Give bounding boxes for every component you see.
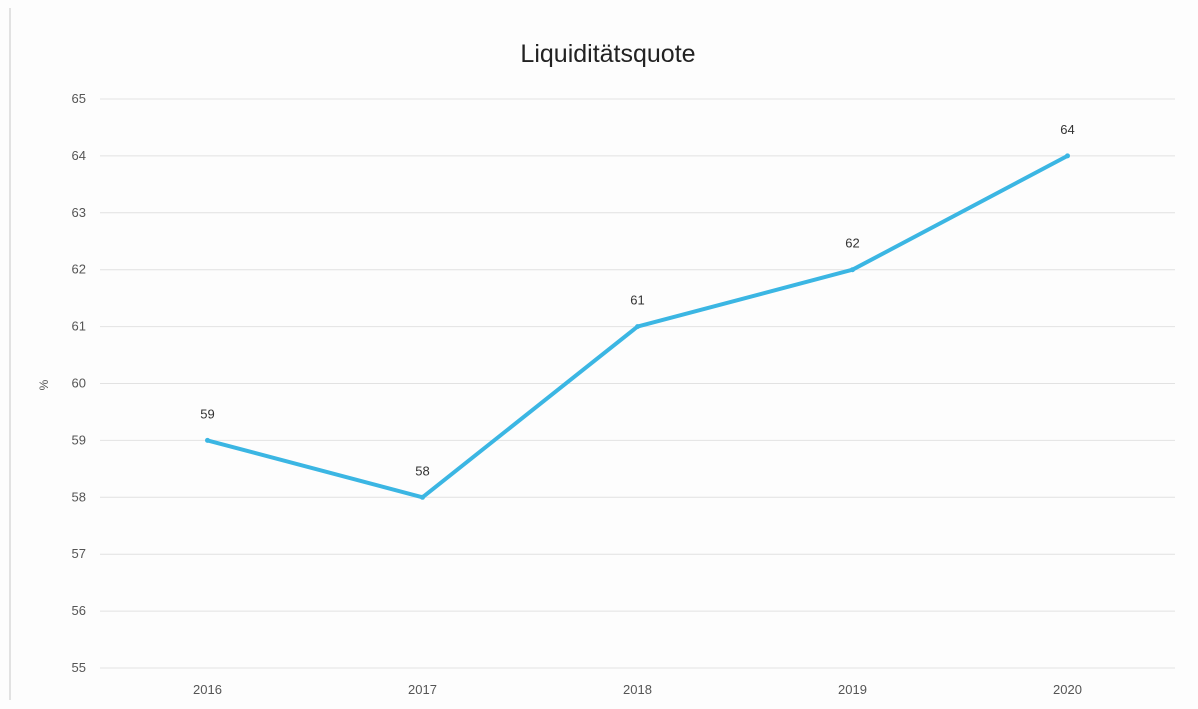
data-label: 64 — [1060, 122, 1074, 137]
data-point — [850, 267, 855, 273]
data-label: 59 — [200, 406, 214, 421]
x-tick-label: 2018 — [623, 682, 652, 697]
gridlines — [100, 98, 1175, 669]
x-tick-label: 2016 — [193, 682, 222, 697]
y-tick-label: 57 — [72, 546, 86, 561]
data-label: 61 — [630, 293, 644, 308]
data-label: 58 — [415, 463, 429, 478]
x-tick-label: 2019 — [838, 682, 867, 697]
data-point — [420, 494, 425, 500]
y-tick-label: 64 — [72, 148, 86, 163]
data-labels: 59 58 61 62 64 — [200, 122, 1074, 478]
chart-title: Liquiditätsquote — [520, 40, 695, 68]
data-label: 62 — [845, 236, 859, 251]
y-tick-label: 61 — [72, 319, 86, 334]
x-tick-label: 2017 — [408, 682, 437, 697]
data-point — [635, 324, 640, 330]
y-tick-label: 62 — [72, 262, 86, 277]
y-tick-label: 60 — [72, 376, 86, 391]
y-tick-label: 63 — [72, 205, 86, 220]
x-tick-label: 2020 — [1053, 682, 1082, 697]
y-tick-label: 56 — [72, 603, 86, 618]
data-point — [1065, 153, 1070, 159]
y-axis-label: % — [37, 379, 51, 390]
y-tick-label: 59 — [72, 432, 86, 447]
y-tick-labels: 55 56 57 58 59 60 61 62 63 64 65 — [72, 91, 86, 675]
data-point — [205, 437, 210, 443]
series-lines — [205, 153, 1070, 500]
x-tick-labels: 2016 2017 2018 2019 2020 — [193, 682, 1082, 697]
y-tick-label: 58 — [72, 489, 86, 504]
y-tick-label: 55 — [72, 660, 86, 675]
y-tick-label: 65 — [72, 91, 86, 106]
